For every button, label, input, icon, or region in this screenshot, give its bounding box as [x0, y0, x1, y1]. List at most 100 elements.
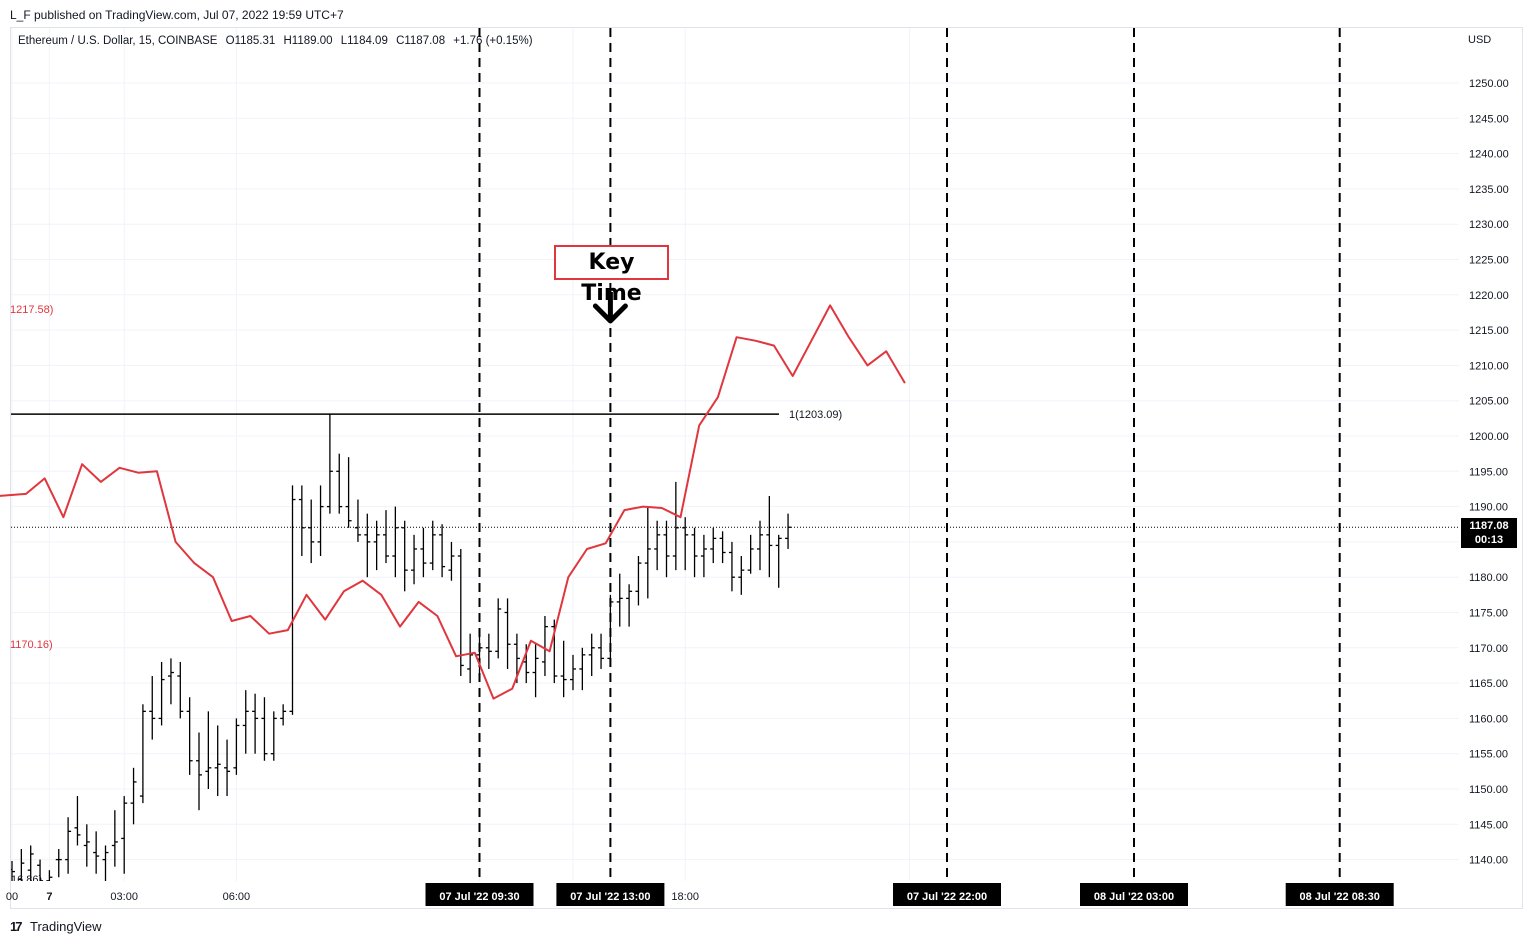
- ohlc-bar: [83, 824, 90, 867]
- x-highlight-label: 07 Jul '22 09:30: [439, 891, 519, 903]
- ohlc-bar: [289, 485, 296, 715]
- ohlc-bar: [336, 453, 343, 514]
- ohlc-bar: [504, 598, 511, 669]
- y-tick-label: 1165.00: [1469, 678, 1508, 690]
- y-tick-label: 1155.00: [1469, 749, 1508, 761]
- ohlc-bar: [261, 697, 268, 761]
- ohlc-bar: [757, 520, 763, 571]
- ohlc-bar: [775, 534, 782, 588]
- ohlc-bar: [65, 817, 72, 874]
- y-tick-label: 1235.00: [1469, 184, 1509, 196]
- x-tick-label: 00: [6, 891, 18, 903]
- ohlc-bar: [411, 534, 418, 585]
- ohlc-bar: [467, 633, 474, 684]
- x-highlight-label: 08 Jul '22 03:00: [1094, 891, 1174, 903]
- ohlc-bar: [541, 616, 548, 677]
- ohlc-bar: [364, 513, 371, 578]
- tradingview-brand[interactable]: 17 TradingView: [10, 919, 102, 934]
- brand-name: TradingView: [30, 919, 102, 934]
- grid-lines: [11, 28, 1459, 881]
- high-value: H1189.00: [283, 35, 333, 47]
- y-tick-label: 1205.00: [1469, 396, 1509, 408]
- ohlc-bar: [27, 845, 34, 881]
- ohlc-bar: [317, 485, 324, 557]
- ohlc-bar: [11, 861, 15, 881]
- key-time-callout: Key Time: [554, 245, 669, 306]
- level-label: 1(1203.09): [789, 409, 842, 421]
- y-tick-label: 1240.00: [1469, 149, 1509, 161]
- ohlc-bar: [55, 849, 62, 878]
- ohlc-bar: [242, 690, 249, 754]
- ohlc-bar: [570, 654, 576, 691]
- symbol-name: Ethereum / U.S. Dollar, 15, COINBASE: [18, 35, 218, 47]
- y-tick-label: 1200.00: [1469, 431, 1509, 443]
- x-highlight-badge: 07 Jul '22 09:30: [425, 883, 534, 906]
- ohlc-bar: [448, 541, 455, 581]
- ohlc-bar: [186, 697, 193, 775]
- x-highlight-bg: [556, 883, 665, 906]
- y-tick-label: 1180.00: [1469, 572, 1508, 584]
- ohlc-bar: [354, 499, 361, 542]
- y-tick-label: 1195.00: [1469, 466, 1508, 478]
- ohlc-bar: [74, 796, 81, 846]
- ohlc-bar: [158, 661, 165, 726]
- ohlc-bar: [495, 598, 502, 659]
- tradingview-logo-icon: 17: [10, 919, 22, 934]
- x-highlight-label: 07 Jul '22 22:00: [907, 891, 987, 903]
- ohlc-bar: [102, 845, 109, 881]
- ohlc-bar: [635, 556, 642, 606]
- ohlc-bar: [747, 534, 754, 574]
- y-tick-label: 1175.00: [1469, 608, 1508, 620]
- last-price-value: 1187.08: [1469, 520, 1509, 532]
- ohlc-bar: [214, 725, 221, 797]
- ohlc-bar: [149, 676, 156, 740]
- x-tick-label: 03:00: [110, 891, 138, 903]
- y-tick-label: 1230.00: [1469, 219, 1509, 231]
- ohlc-bar: [130, 767, 137, 825]
- ohlc-bar: [111, 810, 118, 867]
- x-highlight-label: 08 Jul '22 08:30: [1300, 891, 1380, 903]
- ohlc-bar: [93, 831, 100, 874]
- y-tick-label: 1245.00: [1469, 113, 1509, 125]
- chart-frame: [10, 27, 1523, 909]
- close-value: C1187.08: [396, 35, 446, 47]
- ohlc-bar: [298, 485, 305, 557]
- ohlc-bar: [196, 732, 202, 811]
- ohlc-bar: [429, 520, 436, 571]
- ohlc-bar: [420, 527, 427, 578]
- ohlc-bar: [121, 796, 128, 874]
- ohlc-bars: 16.86): [11, 414, 792, 886]
- ohlc-bar: [205, 711, 212, 789]
- y-tick-label: 1150.00: [1469, 784, 1508, 796]
- x-highlight-badge: 08 Jul '22 08:30: [1285, 883, 1394, 906]
- projection-line: [0, 304, 906, 700]
- ohlc-bar: [710, 527, 717, 564]
- y-tick-label: 1210.00: [1469, 360, 1509, 372]
- ohlc-bar: [392, 506, 399, 578]
- x-tick-label: 7: [46, 891, 52, 903]
- y-tick-label: 1225.00: [1469, 255, 1509, 267]
- ohlc-bar: [532, 644, 539, 698]
- ohlc-bar: [579, 647, 586, 691]
- ohlc-bar: [588, 633, 595, 677]
- x-highlight-bg: [1285, 883, 1394, 906]
- ohlc-bar: [700, 534, 707, 578]
- ohlc-bar: [252, 693, 259, 754]
- y-tick-label: 1140.00: [1469, 855, 1508, 867]
- ohlc-bar: [280, 704, 287, 726]
- y-tick-label: 1170.00: [1469, 643, 1508, 655]
- ohlc-bar: [326, 414, 333, 514]
- price-axis: 1250.00 1245.00 1240.00 1235.00 1230.00 1225.…: [1469, 78, 1509, 867]
- y-tick-label: 1160.00: [1469, 713, 1508, 725]
- ohlc-bar: [233, 718, 240, 775]
- ohlc-bar: [607, 594, 614, 662]
- x-highlight-badge: 07 Jul '22 13:00: [556, 883, 665, 906]
- ohlc-bar: [439, 524, 446, 578]
- ohlc-bar: [476, 633, 483, 677]
- ohlc-bar: [719, 531, 726, 564]
- currency-label[interactable]: USD: [1468, 34, 1492, 46]
- low-value: L1184.09: [340, 35, 388, 47]
- low-left-label: 16.86): [11, 874, 42, 886]
